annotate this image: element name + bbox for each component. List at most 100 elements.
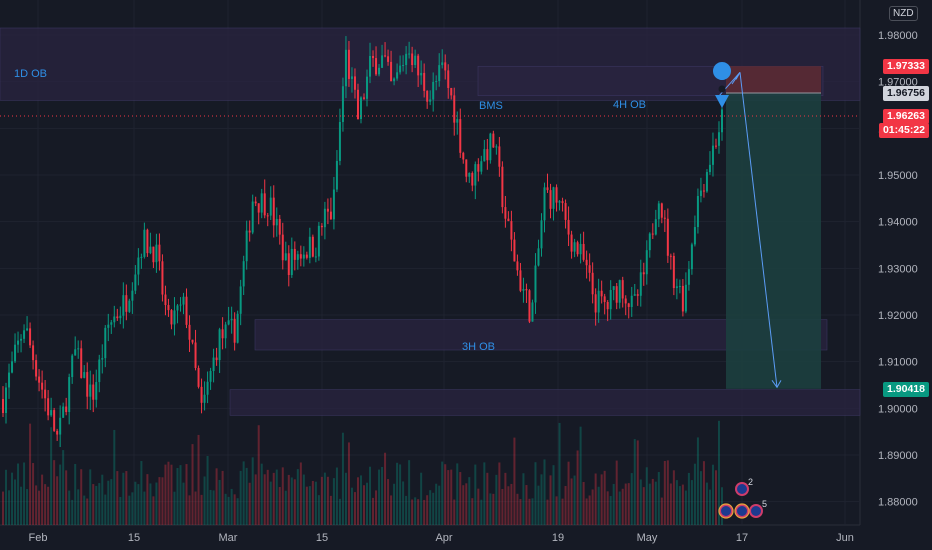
volume-bar	[194, 491, 197, 525]
volume-bar	[179, 465, 182, 525]
candle-body	[290, 248, 293, 276]
candle-body	[32, 345, 35, 361]
candle-body	[651, 233, 654, 235]
candle-body	[17, 340, 20, 345]
risk-zone[interactable]	[726, 66, 821, 94]
volume-bar	[320, 476, 323, 525]
candle-body	[137, 257, 140, 275]
candle-body	[8, 372, 11, 388]
candle-body	[444, 62, 447, 71]
volume-bar	[510, 483, 513, 525]
candle-body	[266, 215, 269, 217]
candle-body	[507, 218, 510, 222]
volume-bar	[71, 499, 74, 525]
volume-bar	[414, 497, 417, 525]
time-axis[interactable]: Feb 15 Mar 15 Apr 19 May 17 Jun	[29, 532, 854, 544]
candle-body	[366, 76, 369, 99]
candle-body	[372, 56, 375, 59]
candle-body	[263, 193, 266, 216]
candle-body	[561, 201, 564, 204]
volume-bar	[393, 483, 396, 525]
volume-bar	[699, 471, 702, 525]
candle-body	[546, 187, 549, 191]
volume-bar	[332, 478, 335, 525]
volume-bar	[209, 489, 212, 525]
candle-body	[227, 320, 230, 325]
flag-core	[737, 506, 747, 516]
candle-body	[411, 53, 414, 66]
volume-bar	[459, 472, 462, 525]
volume-bar	[98, 483, 101, 525]
price-tick-label: 1.93000	[878, 263, 918, 275]
volume-bar	[56, 476, 59, 525]
volume-bar	[498, 462, 501, 525]
take-profit-badge: 1.90418	[883, 381, 929, 397]
candle-body	[44, 389, 47, 399]
volume-bar	[558, 422, 561, 525]
volume-bar	[119, 496, 122, 525]
short-position-tool[interactable]	[717, 66, 821, 389]
candle-body	[501, 166, 504, 208]
volume-bar	[74, 463, 77, 525]
price-tick-label: 1.95000	[878, 170, 918, 182]
reward-zone[interactable]	[726, 93, 821, 389]
candle-body	[353, 76, 356, 90]
candle-body	[699, 190, 702, 197]
volume-bar	[38, 490, 41, 525]
candle-body	[657, 203, 660, 220]
volume-bar	[456, 463, 459, 525]
candle-body	[71, 355, 74, 378]
volume-bar	[200, 494, 203, 525]
volume-bar	[287, 474, 290, 525]
price-tick-label: 1.91000	[878, 357, 918, 369]
candle-body	[519, 270, 522, 291]
volume-bar	[254, 474, 257, 525]
volume-bar	[281, 467, 284, 525]
volume-bar	[152, 496, 155, 525]
economic-event-markers[interactable]: 25	[718, 477, 767, 519]
volume-bar	[11, 472, 14, 525]
candle-body	[224, 324, 227, 339]
candle-body	[423, 72, 426, 91]
volume-bar	[594, 473, 597, 525]
candle-body	[62, 406, 65, 418]
volume-bar	[696, 437, 699, 525]
volume-bar	[197, 434, 200, 525]
volume-bar	[447, 470, 450, 525]
candle-body	[477, 164, 480, 172]
candle-body	[441, 62, 444, 66]
volume-bar	[317, 495, 320, 525]
volume-bar	[218, 479, 221, 525]
price-tick-label: 1.89000	[878, 450, 918, 462]
volume-bar	[32, 463, 35, 525]
volume-bar	[2, 491, 4, 525]
candle-body	[248, 230, 251, 233]
candle-body	[296, 254, 299, 260]
candle-body	[170, 310, 173, 325]
volume-bar	[83, 495, 86, 525]
volume-bar	[687, 472, 690, 525]
volume-bar	[408, 460, 411, 525]
volume-bar	[185, 464, 188, 525]
volume-bar	[468, 477, 471, 525]
candle-body	[308, 236, 311, 258]
volume-bar	[702, 461, 705, 525]
order-block-zone[interactable]	[229, 389, 861, 416]
volume-bar	[101, 474, 104, 525]
candle-body	[636, 294, 639, 296]
volume-bar	[471, 498, 474, 525]
volume-bar	[522, 473, 525, 525]
candle-body	[302, 254, 305, 259]
volume-bar	[432, 492, 435, 525]
volume-bar	[65, 470, 68, 525]
volume-bar	[335, 467, 338, 525]
event-ring	[734, 503, 750, 519]
location-marker-icon[interactable]	[713, 62, 732, 108]
volume-bar	[62, 450, 65, 525]
volume-bar	[555, 496, 558, 525]
volume-bar	[657, 472, 660, 525]
volume-bar	[576, 450, 579, 525]
volume-bar	[5, 469, 8, 525]
volume-bar	[293, 479, 296, 525]
